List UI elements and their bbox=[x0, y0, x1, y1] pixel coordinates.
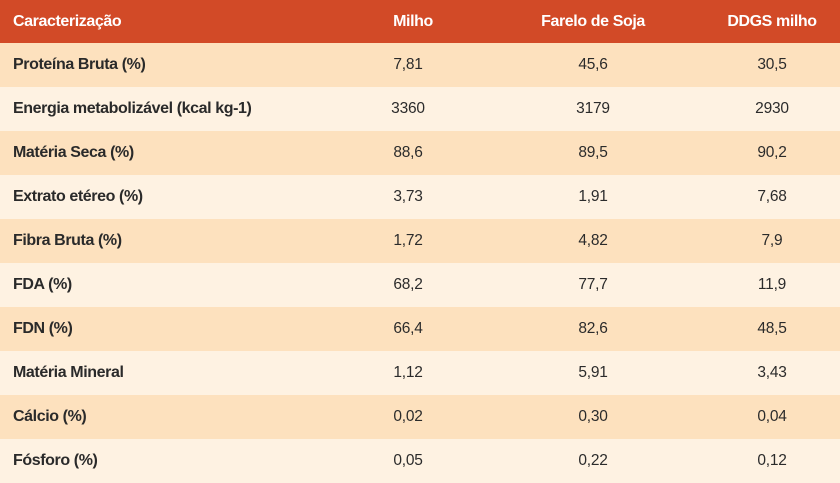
table-row: Matéria Seca (%) 88,6 89,5 90,2 bbox=[0, 131, 840, 175]
cell-farelo-de-soja: 1,91 bbox=[503, 175, 683, 219]
cell-milho: 88,6 bbox=[313, 131, 503, 175]
table-row: Extrato etéreo (%) 3,73 1,91 7,68 bbox=[0, 175, 840, 219]
row-label: Proteína Bruta (%) bbox=[0, 43, 313, 87]
cell-farelo-de-soja: 77,7 bbox=[503, 263, 683, 307]
header-farelo-de-soja: Farelo de Soja bbox=[541, 12, 645, 30]
cell-milho: 3360 bbox=[313, 87, 503, 131]
row-label: Matéria Mineral bbox=[0, 351, 313, 395]
cell-farelo-de-soja: 5,91 bbox=[503, 351, 683, 395]
cell-farelo-de-soja: 45,6 bbox=[503, 43, 683, 87]
cell-farelo-de-soja: 0,22 bbox=[503, 439, 683, 483]
table-row: Matéria Mineral 1,12 5,91 3,43 bbox=[0, 351, 840, 395]
cell-ddgs-milho: 7,68 bbox=[683, 175, 840, 219]
table-row: Cálcio (%) 0,02 0,30 0,04 bbox=[0, 395, 840, 439]
cell-ddgs-milho: 30,5 bbox=[683, 43, 840, 87]
cell-ddgs-milho: 48,5 bbox=[683, 307, 840, 351]
cell-milho: 1,72 bbox=[313, 219, 503, 263]
table-row: Fibra Bruta (%) 1,72 4,82 7,9 bbox=[0, 219, 840, 263]
row-label: Matéria Seca (%) bbox=[0, 131, 313, 175]
table-row: Fósforo (%) 0,05 0,22 0,12 bbox=[0, 439, 840, 483]
cell-milho: 68,2 bbox=[313, 263, 503, 307]
cell-milho: 1,12 bbox=[313, 351, 503, 395]
row-label: FDA (%) bbox=[0, 263, 313, 307]
cell-farelo-de-soja: 3179 bbox=[503, 87, 683, 131]
cell-milho: 3,73 bbox=[313, 175, 503, 219]
row-label: Fósforo (%) bbox=[0, 439, 313, 483]
cell-farelo-de-soja: 0,30 bbox=[503, 395, 683, 439]
cell-ddgs-milho: 90,2 bbox=[683, 131, 840, 175]
cell-ddgs-milho: 3,43 bbox=[683, 351, 840, 395]
cell-ddgs-milho: 11,9 bbox=[683, 263, 840, 307]
header-caracterizacao: Caracterização bbox=[13, 12, 122, 30]
table-row: FDN (%) 66,4 82,6 48,5 bbox=[0, 307, 840, 351]
row-label: Extrato etéreo (%) bbox=[0, 175, 313, 219]
cell-milho: 66,4 bbox=[313, 307, 503, 351]
table-row: FDA (%) 68,2 77,7 11,9 bbox=[0, 263, 840, 307]
cell-ddgs-milho: 2930 bbox=[683, 87, 840, 131]
header-milho: Milho bbox=[393, 12, 433, 30]
row-label: Fibra Bruta (%) bbox=[0, 219, 313, 263]
cell-ddgs-milho: 0,12 bbox=[683, 439, 840, 483]
cell-milho: 0,05 bbox=[313, 439, 503, 483]
cell-farelo-de-soja: 89,5 bbox=[503, 131, 683, 175]
cell-milho: 0,02 bbox=[313, 395, 503, 439]
cell-milho: 7,81 bbox=[313, 43, 503, 87]
row-label: Energia metabolizável (kcal kg-1) bbox=[0, 87, 313, 131]
row-label: FDN (%) bbox=[0, 307, 313, 351]
cell-farelo-de-soja: 4,82 bbox=[503, 219, 683, 263]
table-header-row: Caracterização Milho Farelo de Soja DDGS… bbox=[0, 0, 840, 43]
cell-ddgs-milho: 0,04 bbox=[683, 395, 840, 439]
table-row: Energia metabolizável (kcal kg-1) 3360 3… bbox=[0, 87, 840, 131]
cell-ddgs-milho: 7,9 bbox=[683, 219, 840, 263]
table-row: Proteína Bruta (%) 7,81 45,6 30,5 bbox=[0, 43, 840, 87]
row-label: Cálcio (%) bbox=[0, 395, 313, 439]
cell-farelo-de-soja: 82,6 bbox=[503, 307, 683, 351]
header-ddgs-milho: DDGS milho bbox=[727, 12, 817, 30]
